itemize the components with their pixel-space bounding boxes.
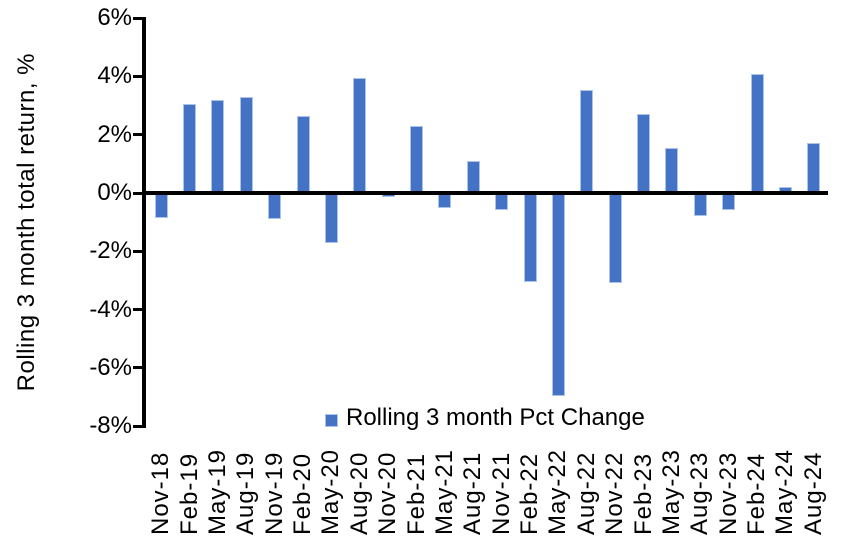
- bar-Aug-24: [807, 143, 821, 193]
- bar-Nov-21: [495, 193, 509, 211]
- x-tick-label-Nov-18: Nov-18: [147, 451, 175, 535]
- x-tick-label-Nov-21: Nov-21: [487, 451, 515, 535]
- x-tick-label-Aug-24: Aug-24: [799, 451, 827, 535]
- bar-Feb-24: [750, 73, 764, 193]
- x-tick-label-Feb-24: Feb-24: [743, 452, 771, 535]
- x-tick-label-Aug-19: Aug-19: [232, 451, 260, 535]
- x-axis-zero-line: [142, 191, 828, 195]
- x-tick-label-Nov-23: Nov-23: [714, 451, 742, 535]
- x-tick-label-Nov-20: Nov-20: [374, 451, 402, 535]
- bar-Nov-18: [154, 193, 168, 218]
- legend-swatch: [325, 413, 338, 427]
- y-tick-label: -8%: [89, 412, 132, 440]
- bar-May-19: [211, 99, 225, 193]
- x-tick-label-Aug-22: Aug-22: [572, 451, 600, 535]
- y-tick-label: 2%: [97, 120, 132, 148]
- x-tick-label-Feb-20: Feb-20: [289, 452, 317, 535]
- bar-Aug-21: [466, 160, 480, 193]
- y-tick-mark: [133, 366, 142, 370]
- y-tick-label: 6%: [97, 4, 132, 32]
- x-tick-label-Feb-19: Feb-19: [175, 452, 203, 535]
- x-tick-label-May-24: May-24: [771, 448, 799, 535]
- y-tick-mark: [133, 133, 142, 137]
- x-tick-label-May-19: May-19: [203, 448, 231, 535]
- bar-Aug-19: [239, 96, 253, 193]
- bar-Nov-19: [268, 193, 282, 220]
- x-tick-label-Feb-23: Feb-23: [629, 452, 657, 535]
- y-tick-mark: [133, 16, 142, 20]
- y-tick-mark: [133, 424, 142, 428]
- legend-label: Rolling 3 month Pct Change: [346, 404, 645, 431]
- x-tick-label-Feb-22: Feb-22: [516, 452, 544, 535]
- y-axis-title: Rolling 3 month total return, %: [10, 18, 44, 426]
- bar-Nov-23: [722, 193, 736, 211]
- x-tick-label-May-22: May-22: [544, 448, 572, 535]
- bar-Feb-20: [296, 115, 310, 193]
- x-tick-label-Aug-20: Aug-20: [345, 451, 373, 535]
- y-tick-mark: [133, 74, 142, 78]
- bar-Feb-23: [637, 114, 651, 193]
- bar-Aug-22: [580, 89, 594, 193]
- x-tick-label-May-23: May-23: [657, 448, 685, 535]
- y-tick-mark: [133, 191, 142, 195]
- y-tick-mark: [133, 249, 142, 253]
- legend: Rolling 3 month Pct Change: [325, 404, 645, 432]
- x-tick-label-Aug-23: Aug-23: [686, 451, 714, 535]
- y-tick-label: 0%: [97, 179, 132, 206]
- bar-May-22: [551, 193, 565, 396]
- y-axis-line: [142, 17, 146, 428]
- y-tick-label: -4%: [89, 295, 132, 323]
- y-tick-label: -2%: [89, 237, 132, 265]
- y-tick-label: 4%: [97, 62, 132, 90]
- bar-May-21: [438, 193, 452, 208]
- bar-Feb-21: [410, 125, 424, 193]
- bar-May-23: [665, 147, 679, 193]
- bar-Feb-22: [523, 193, 537, 282]
- x-tick-label-Nov-22: Nov-22: [601, 451, 629, 535]
- bar-Nov-22: [608, 193, 622, 284]
- bar-Feb-19: [183, 104, 197, 193]
- y-tick-label: -6%: [89, 353, 132, 381]
- x-tick-label-May-20: May-20: [317, 448, 345, 535]
- x-tick-label-Feb-21: Feb-21: [402, 452, 430, 535]
- x-tick-label-Nov-19: Nov-19: [260, 451, 288, 535]
- x-tick-label-May-21: May-21: [430, 448, 458, 535]
- y-axis-title-text: Rolling 3 month total return, %: [13, 52, 40, 392]
- bar-Aug-23: [693, 193, 707, 217]
- bar-May-20: [324, 193, 338, 243]
- x-tick-label-Aug-21: Aug-21: [459, 451, 487, 535]
- bar-Aug-20: [353, 77, 367, 193]
- y-tick-mark: [133, 308, 142, 312]
